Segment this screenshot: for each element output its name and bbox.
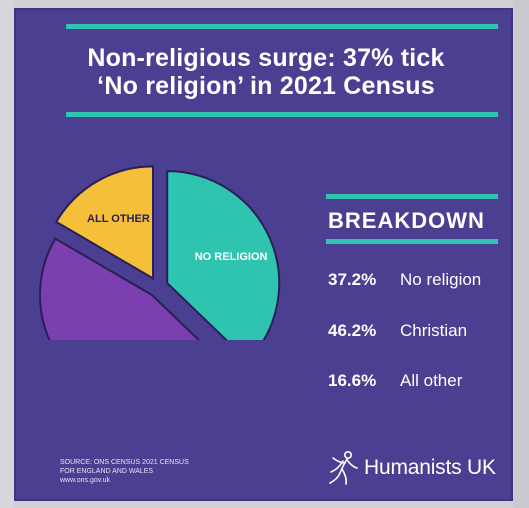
- breakdown-top-rule: [326, 194, 498, 199]
- title-line-2: ‘No religion’ in 2021 Census: [97, 72, 435, 100]
- title-line-1: Non-religious surge: 37% tick: [87, 44, 445, 72]
- pie-slice-all-other: [54, 165, 155, 281]
- pie-slice-no-religion: [166, 170, 281, 340]
- source-line-2: FOR ENGLAND AND WALES: [60, 468, 154, 475]
- source-line-3: www.ons.gov.uk: [60, 477, 111, 484]
- source-note: SOURCE: ONS CENSUS 2021 CENSUS FOR ENGLA…: [60, 458, 260, 485]
- pie-slice-christian: [38, 237, 201, 340]
- breakdown-heading: BREAKDOWN: [328, 208, 485, 233]
- top-rule: [66, 24, 498, 29]
- breakdown-label: All other: [400, 371, 463, 390]
- infographic-card: Non-religious surge: 37% tick ‘No religi…: [14, 8, 513, 501]
- breakdown-row-no-religion: 37.2% No religion: [328, 270, 481, 290]
- breakdown-pct: 37.2%: [328, 270, 377, 289]
- source-line-1: SOURCE: ONS CENSUS 2021 CENSUS: [60, 459, 189, 466]
- title-bottom-rule: [66, 112, 498, 117]
- breakdown-row-christian: 46.2% Christian: [328, 321, 467, 341]
- page-title: Non-religious surge: 37% tick ‘No religi…: [36, 44, 496, 100]
- breakdown-label: No religion: [400, 270, 482, 289]
- background-left: [0, 0, 14, 508]
- humanists-uk-logo: Humanists UK: [326, 450, 496, 486]
- breakdown-pct: 46.2%: [328, 321, 377, 340]
- humanist-figure-icon: [329, 450, 358, 485]
- pie-label-all-other: ALL OTHER: [87, 213, 150, 225]
- pie-chart: NO RELIGION CHRISTIAN ALL OTHER: [38, 165, 281, 340]
- background-right: [513, 0, 529, 508]
- breakdown-row-all-other: 16.6% All other: [328, 371, 462, 391]
- breakdown-bottom-rule: [326, 239, 498, 244]
- breakdown-label: Christian: [400, 321, 468, 340]
- breakdown-pct: 16.6%: [328, 371, 377, 390]
- brand-name: Humanists UK: [364, 456, 496, 479]
- pie-label-christian: CHRISTIAN: [85, 339, 145, 340]
- pie-label-no-religion: NO RELIGION: [195, 251, 268, 263]
